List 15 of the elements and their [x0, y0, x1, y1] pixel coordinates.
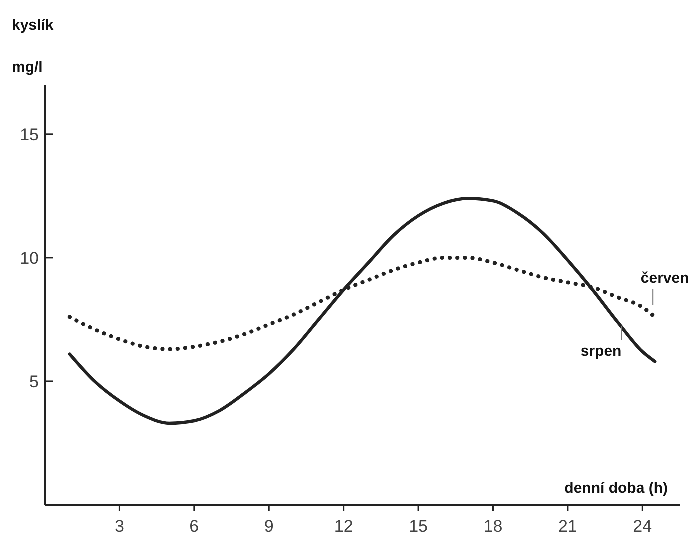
y-tick-label: 10	[20, 248, 39, 268]
x-tick-label: 15	[409, 517, 428, 536]
x-tick-label: 24	[633, 517, 652, 536]
x-tick-label: 21	[558, 517, 578, 536]
series-label: srpen	[580, 343, 622, 360]
text: kyslík mg/l	[12, 17, 54, 76]
x-axis-title: denní doba (h)	[564, 480, 668, 497]
y-tick-label: 5	[30, 372, 39, 392]
x-tick-label: 9	[264, 517, 274, 536]
x-tick-label: 3	[114, 517, 124, 536]
x-tick-label: 18	[484, 517, 503, 536]
x-tick-label: 6	[190, 517, 200, 536]
series-label: červen	[640, 270, 690, 288]
x-tick-label: 12	[334, 517, 354, 536]
y-tick-label: 15	[20, 125, 39, 144]
